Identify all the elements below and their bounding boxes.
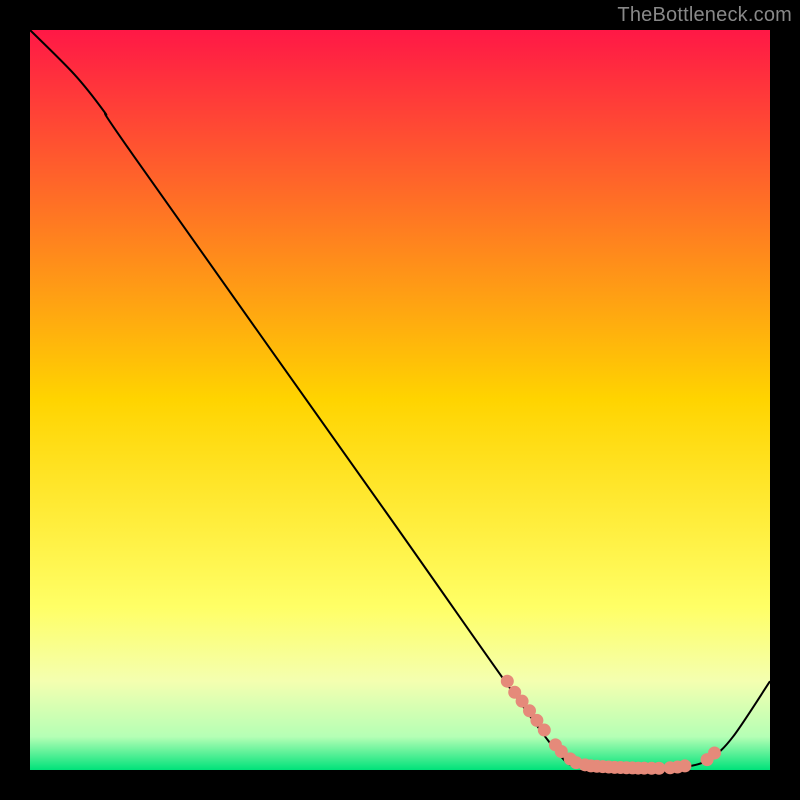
curve-marker [538,724,550,736]
plot-background [30,30,770,770]
chart-frame: { "attribution": "TheBottleneck.com", "c… [0,0,800,800]
curve-marker [709,747,721,759]
curve-marker [679,760,691,772]
curve-marker [653,762,665,774]
curve-marker [501,675,513,687]
attribution-text: TheBottleneck.com [617,4,792,27]
chart-plot [0,0,800,800]
